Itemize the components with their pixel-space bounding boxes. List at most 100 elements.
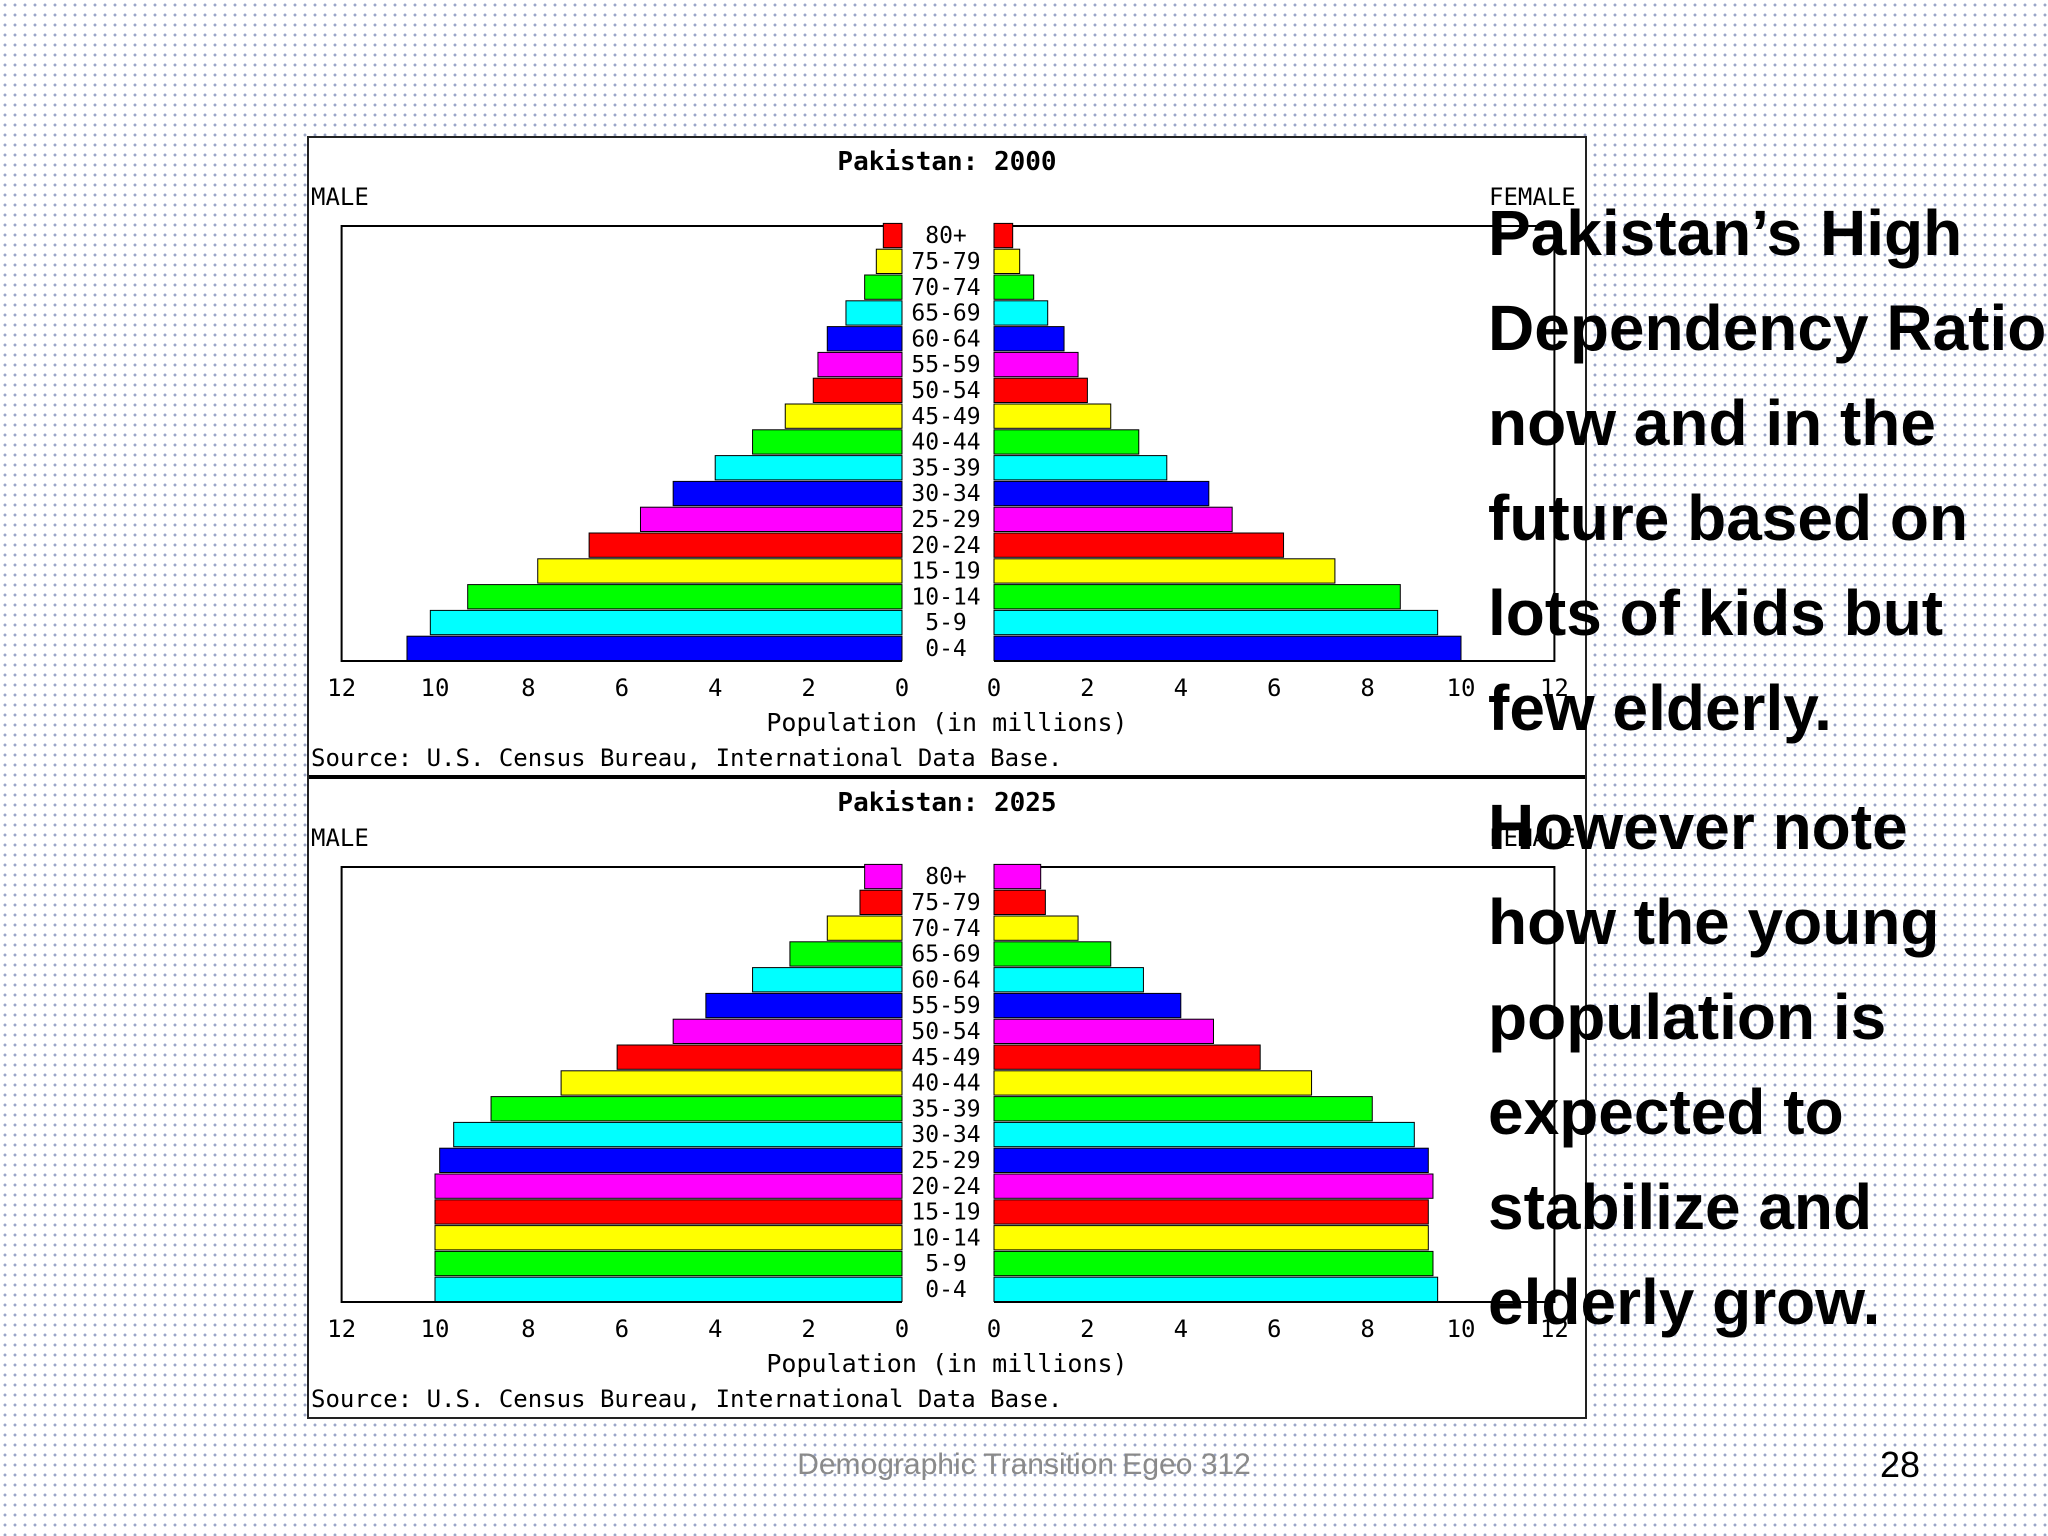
bar-male-35-39: [714, 455, 903, 481]
bar-female-80+: [993, 863, 1042, 890]
tick-label: 4: [1174, 674, 1188, 702]
age-label-25-29: 25-29: [911, 507, 980, 533]
bar-male-30-34: [672, 480, 903, 507]
age-label-45-49: 45-49: [911, 404, 980, 430]
female-label: FEMALE: [1489, 824, 1576, 852]
bar-male-45-49: [784, 403, 903, 429]
bar-male-80+: [864, 863, 903, 890]
age-label-40-44: 40-44: [911, 1071, 980, 1097]
chart-title: Pakistan: 2025: [837, 788, 1056, 818]
bar-male-60-64: [826, 326, 903, 352]
age-label-60-64: 60-64: [911, 967, 980, 993]
bar-female-35-39: [993, 455, 1168, 481]
bar-female-40-44: [993, 429, 1140, 455]
male-label: MALE: [311, 824, 369, 852]
source-note: Source: U.S. Census Bureau, Internationa…: [311, 1385, 1062, 1413]
tick-label: 10: [421, 1315, 450, 1343]
bar-male-30-34: [453, 1121, 903, 1148]
bar-female-45-49: [993, 1044, 1261, 1070]
tick-label: 6: [615, 674, 629, 702]
tick-label: 2: [1080, 674, 1094, 702]
tick-label: 0: [895, 1315, 909, 1343]
age-label-35-39: 35-39: [911, 1096, 980, 1122]
bar-male-15-19: [537, 558, 903, 584]
slide-text: Pakistan’s High Dependency Ratio now and…: [1488, 186, 2048, 1374]
age-label-65-69: 65-69: [911, 301, 980, 327]
bar-male-70-74: [864, 274, 903, 300]
age-label-20-24: 20-24: [911, 533, 980, 559]
age-label-55-59: 55-59: [911, 352, 980, 378]
page-number: 28: [1880, 1444, 1921, 1485]
bar-female-30-34: [993, 480, 1210, 507]
population-pyramid-figure: Pakistan: 2000 MALE FEMALE 0-4 5-9 10-14 15-19…: [307, 136, 1587, 1419]
bar-female-45-49: [993, 403, 1112, 429]
bar-male-70-74: [826, 915, 903, 941]
bar-female-40-44: [993, 1070, 1313, 1096]
bar-female-20-24: [993, 1173, 1434, 1199]
bar-female-5-9: [993, 1250, 1434, 1277]
bar-male-60-64: [752, 967, 903, 993]
bar-male-25-29: [639, 506, 903, 533]
age-label-80+: 80+: [925, 223, 967, 249]
age-label-30-34: 30-34: [911, 481, 980, 507]
bar-male-50-54: [812, 377, 903, 403]
bullet-dependency: Pakistan’s High Dependency Ratio now and…: [1488, 197, 2047, 744]
bar-female-0-4: [993, 635, 1462, 662]
bar-male-45-49: [616, 1044, 903, 1070]
bar-female-50-54: [993, 377, 1088, 403]
bar-female-80+: [993, 222, 1014, 249]
bar-female-55-59: [993, 351, 1079, 378]
bar-female-5-9: [993, 609, 1439, 636]
bar-female-20-24: [993, 532, 1285, 558]
tick-label: 0: [895, 674, 909, 702]
bar-male-10-14: [434, 1225, 903, 1251]
tick-label: 12: [1540, 674, 1569, 702]
age-label-0-4: 0-4: [925, 1277, 967, 1303]
bar-male-15-19: [434, 1199, 903, 1225]
age-label-60-64: 60-64: [911, 326, 980, 352]
bar-female-75-79: [993, 248, 1021, 274]
bar-female-10-14: [993, 584, 1401, 610]
bar-female-15-19: [993, 558, 1336, 584]
age-label-70-74: 70-74: [911, 275, 980, 301]
bar-male-55-59: [705, 992, 903, 1019]
age-label-5-9: 5-9: [925, 610, 967, 636]
tick-label: 6: [1267, 674, 1281, 702]
x-axis-label: Population (in millions): [766, 708, 1127, 737]
tick-label: 8: [521, 1315, 535, 1343]
bar-female-55-59: [993, 992, 1182, 1019]
tick-label: 2: [1080, 1315, 1094, 1343]
age-label-10-14: 10-14: [911, 1225, 980, 1251]
bar-male-20-24: [434, 1173, 903, 1199]
tick-label: 2: [801, 674, 815, 702]
age-label-5-9: 5-9: [925, 1251, 967, 1277]
bar-male-5-9: [429, 609, 903, 636]
bar-female-60-64: [993, 326, 1065, 352]
bar-male-55-59: [817, 351, 903, 378]
tick-label: 12: [327, 674, 356, 702]
bar-female-65-69: [993, 941, 1112, 967]
bar-male-25-29: [439, 1147, 903, 1174]
tick-label: 6: [615, 1315, 629, 1343]
age-label-15-19: 15-19: [911, 559, 980, 585]
tick-label: 4: [708, 1315, 722, 1343]
bar-male-0-4: [406, 635, 903, 662]
bar-male-0-4: [434, 1276, 903, 1302]
tick-label: 8: [1360, 674, 1374, 702]
bar-male-65-69: [845, 300, 903, 326]
age-label-75-79: 75-79: [911, 890, 980, 916]
bar-female-30-34: [993, 1121, 1415, 1148]
age-label-30-34: 30-34: [911, 1122, 980, 1148]
age-label-0-4: 0-4: [925, 636, 967, 662]
bar-female-50-54: [993, 1018, 1214, 1045]
bar-male-75-79: [859, 889, 903, 916]
tick-label: 4: [708, 674, 722, 702]
bar-female-10-14: [993, 1225, 1429, 1251]
tick-label: 2: [801, 1315, 815, 1343]
bar-female-15-19: [993, 1199, 1429, 1225]
bar-female-60-64: [993, 967, 1144, 993]
age-label-45-49: 45-49: [911, 1045, 980, 1071]
age-label-35-39: 35-39: [911, 455, 980, 481]
bar-female-25-29: [993, 1147, 1429, 1174]
